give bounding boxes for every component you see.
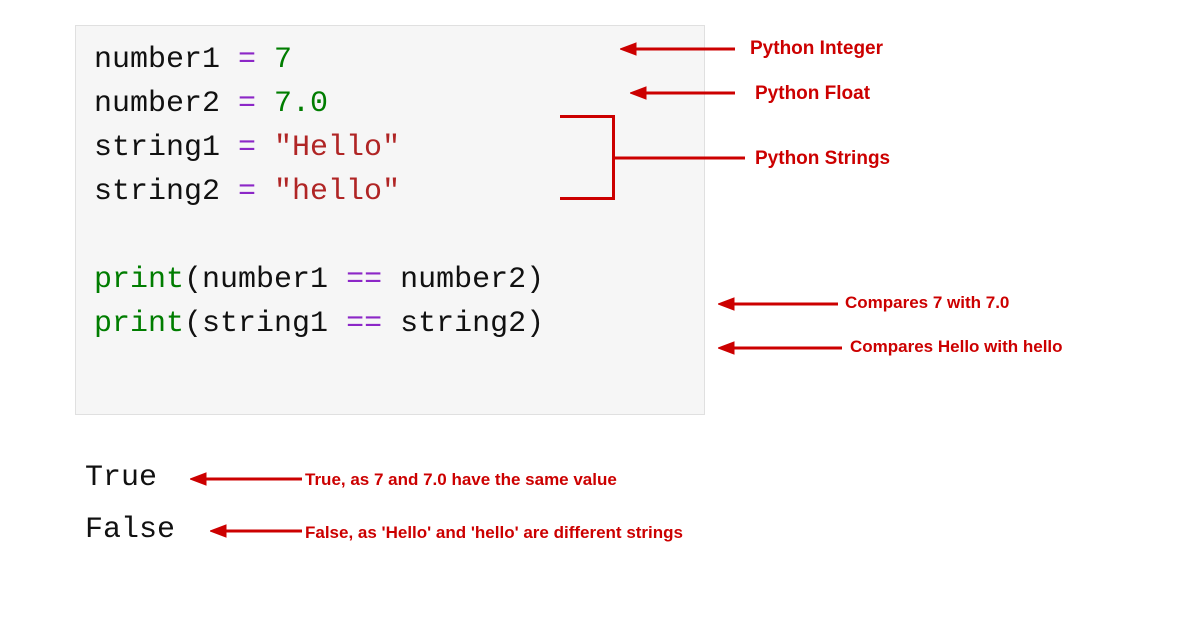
arrow-strings-icon	[615, 152, 745, 172]
arrow-out1-icon	[190, 470, 302, 488]
code-op: =	[220, 131, 274, 165]
output-block: True False	[85, 452, 175, 556]
code-line-print-1: print(number1 == number2)	[94, 258, 686, 302]
code-op: =	[220, 43, 274, 77]
annotation-cmp1: Compares 7 with 7.0	[845, 293, 1009, 313]
code-arg: number1	[202, 263, 328, 297]
code-op: =	[220, 175, 274, 209]
output-true: True	[85, 452, 175, 504]
arrow-cmp2-icon	[718, 339, 842, 357]
arrow-cmp1-icon	[718, 295, 838, 313]
code-op: =	[220, 87, 274, 121]
code-cmp: ==	[328, 263, 400, 297]
code-var: number2	[94, 87, 220, 121]
code-val: 7.0	[274, 87, 328, 121]
code-arg: number2	[400, 263, 526, 297]
code-var: string1	[94, 131, 220, 165]
paren-close: )	[526, 263, 544, 297]
code-line-1: number1 = 7	[94, 38, 686, 82]
arrow-float-icon	[630, 84, 735, 102]
code-arg: string1	[202, 307, 328, 341]
arrow-integer-icon	[620, 40, 735, 58]
code-var: string2	[94, 175, 220, 209]
code-fn: print	[94, 263, 184, 297]
annotation-integer: Python Integer	[750, 38, 883, 60]
annotation-out2: False, as 'Hello' and 'hello' are differ…	[305, 523, 683, 543]
code-block: number1 = 7 number2 = 7.0 string1 = "Hel…	[75, 25, 705, 415]
paren-open: (	[184, 307, 202, 341]
code-line-print-2: print(string1 == string2)	[94, 302, 686, 346]
arrow-out2-icon	[210, 522, 302, 540]
annotation-cmp2: Compares Hello with hello	[850, 337, 1063, 357]
annotation-float: Python Float	[755, 83, 870, 105]
output-false: False	[85, 504, 175, 556]
code-val: 7	[274, 43, 292, 77]
code-val: "hello"	[274, 175, 400, 209]
code-var: number1	[94, 43, 220, 77]
code-arg: string2	[400, 307, 526, 341]
bracket-icon	[560, 115, 615, 200]
paren-close: )	[526, 307, 544, 341]
paren-open: (	[184, 263, 202, 297]
code-val: "Hello"	[274, 131, 400, 165]
annotation-strings: Python Strings	[755, 148, 890, 170]
code-cmp: ==	[328, 307, 400, 341]
code-fn: print	[94, 307, 184, 341]
code-line-blank	[94, 214, 686, 258]
annotation-out1: True, as 7 and 7.0 have the same value	[305, 470, 617, 490]
